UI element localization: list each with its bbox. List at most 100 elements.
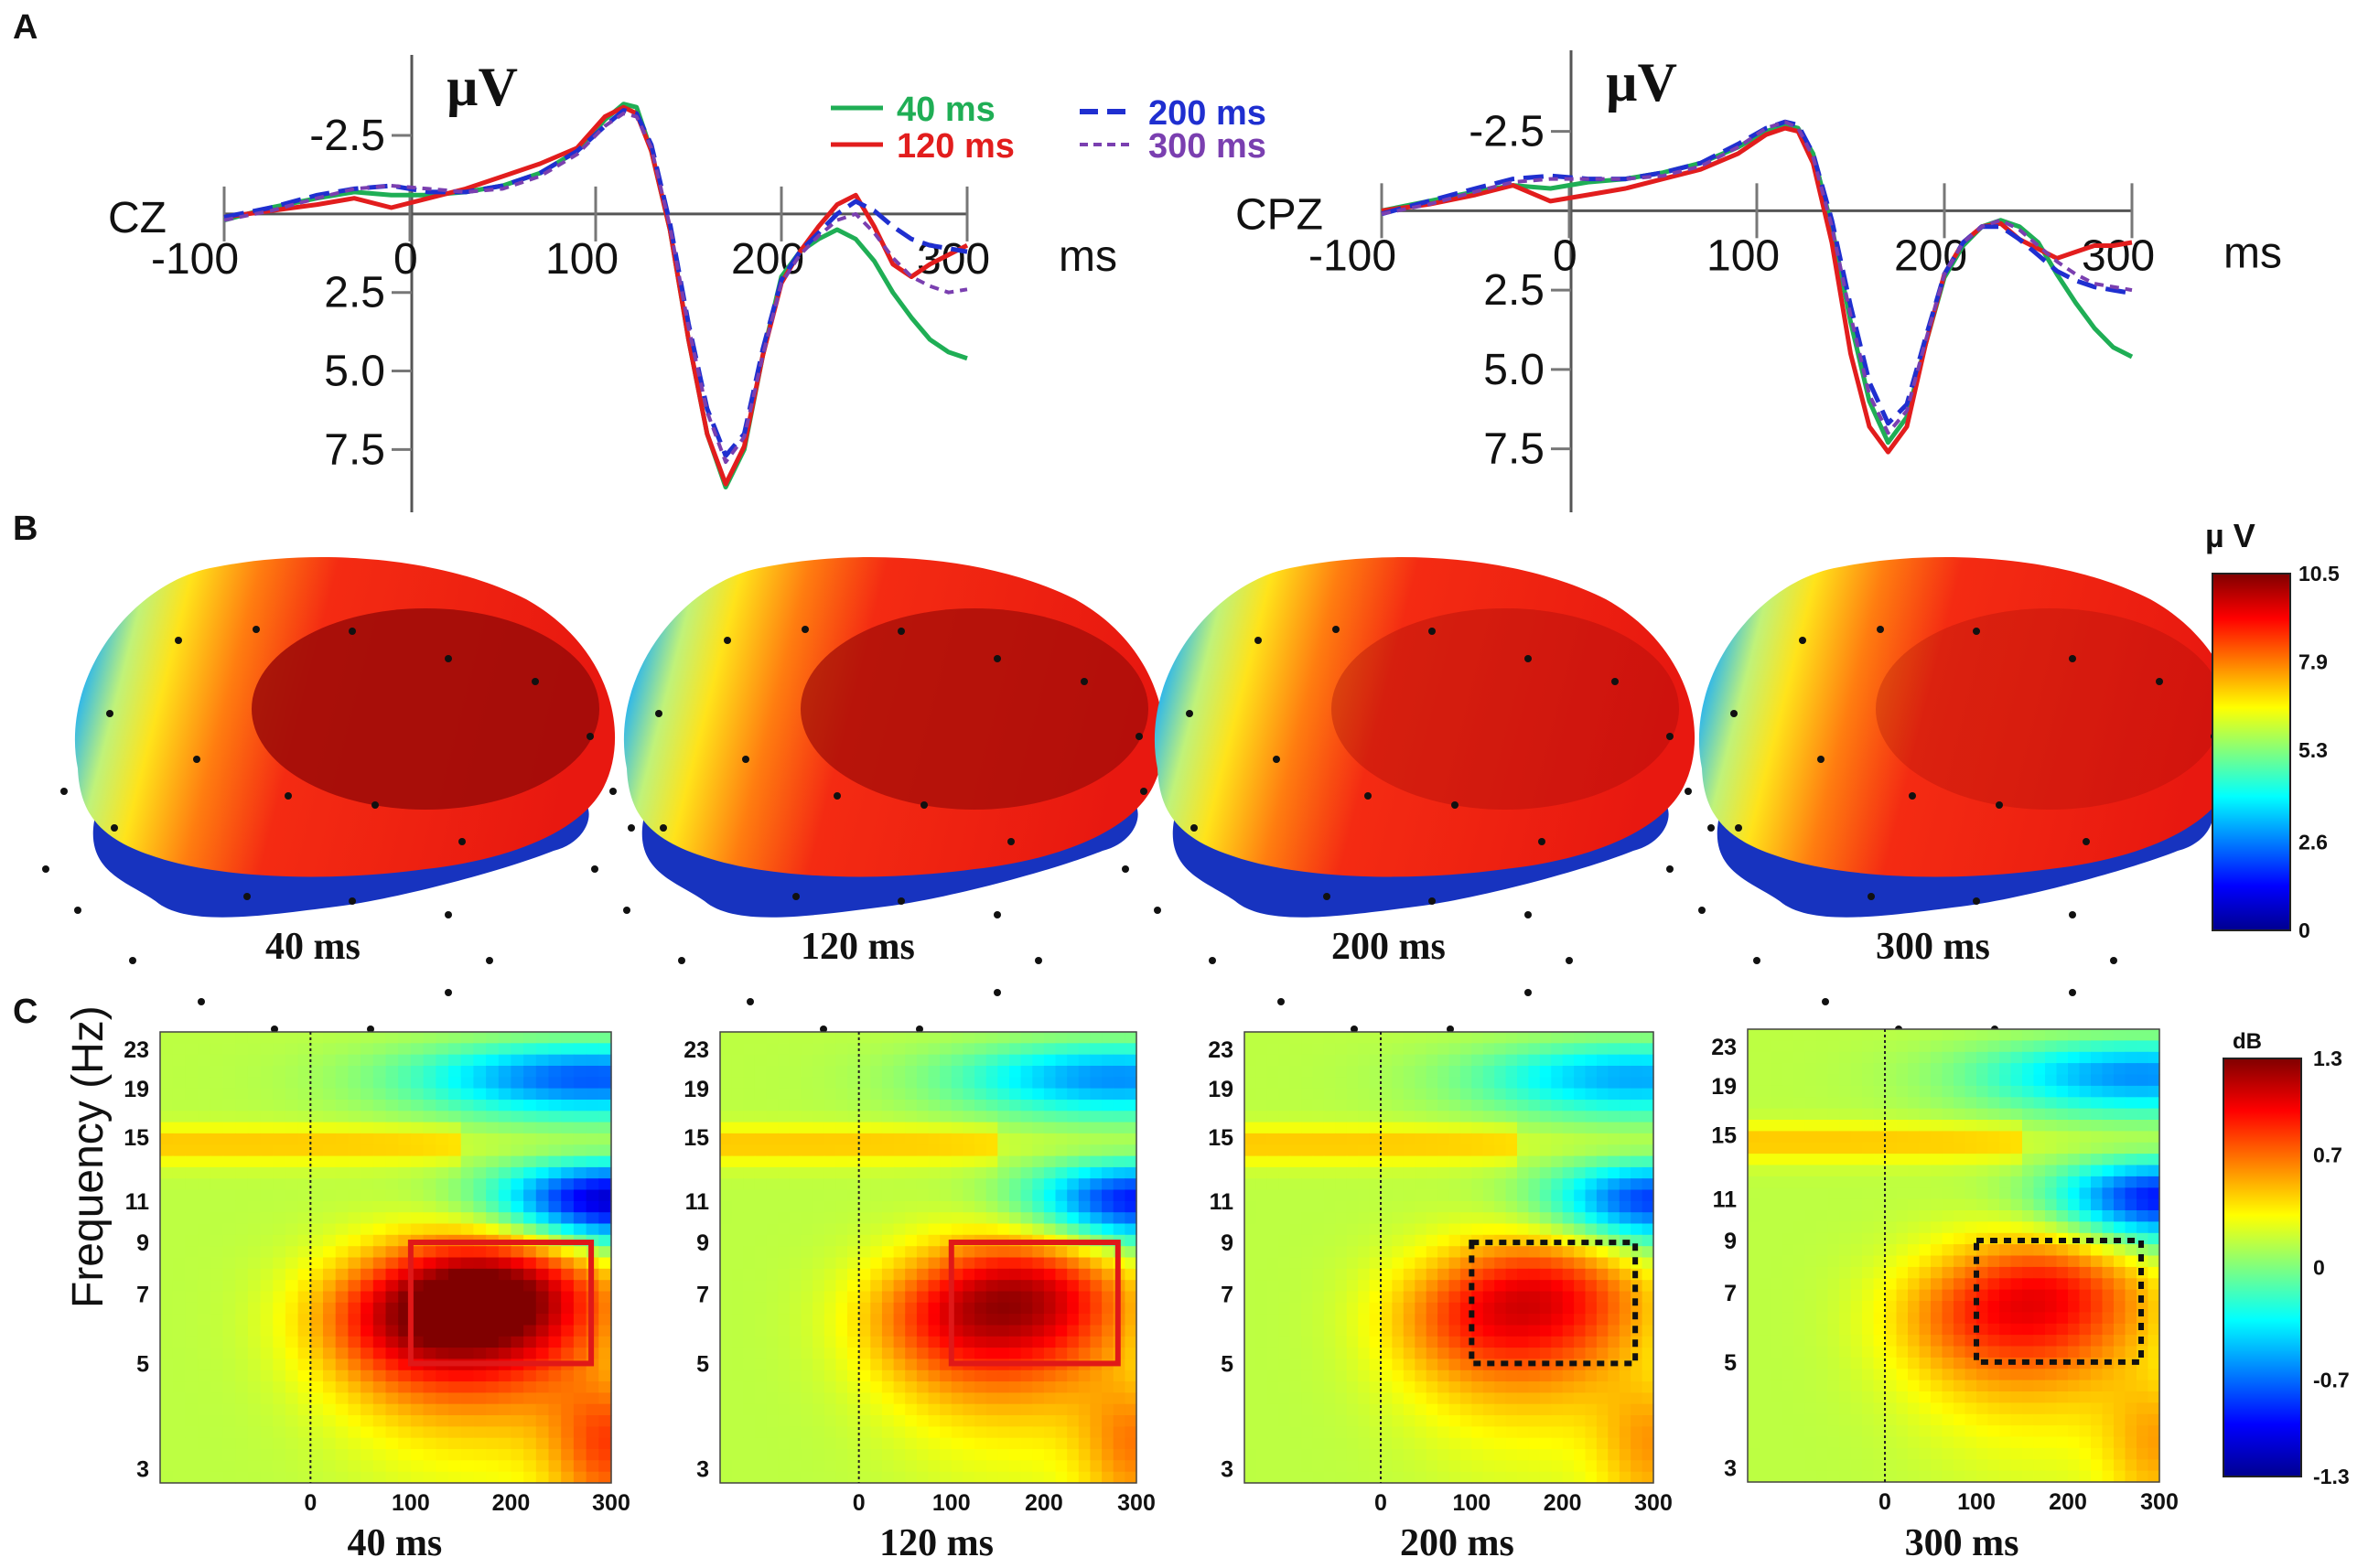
tf-cell (436, 1200, 449, 1213)
tf-cell (160, 1449, 174, 1461)
tf-cell (385, 1246, 399, 1259)
tf-cell (1381, 1426, 1393, 1439)
tf-cell (160, 1471, 174, 1484)
tf-cell (1323, 1325, 1336, 1337)
tf-cell (1346, 1336, 1359, 1348)
tf-cell (598, 1426, 612, 1439)
tf-cell (523, 1403, 537, 1416)
tf-cell (1020, 1189, 1033, 1202)
tf-cell (847, 1133, 860, 1145)
tf-cell (985, 1223, 998, 1236)
tf-cell (905, 1381, 918, 1393)
tf-cell (448, 1054, 462, 1067)
tf-cell (1862, 1074, 1875, 1087)
tf-cell (2010, 1085, 2023, 1098)
tf-cell (1312, 1212, 1325, 1225)
tf-cell (523, 1166, 537, 1179)
tf-cell (2022, 1051, 2035, 1064)
tf-cell (1403, 1155, 1416, 1168)
tf-cell (410, 1291, 425, 1304)
tf-cell (172, 1166, 186, 1179)
tf-cell (985, 1032, 998, 1044)
tf-cell (801, 1268, 813, 1281)
tf-cell (372, 1246, 387, 1259)
tf-y-tick-label: 5 (696, 1351, 709, 1377)
tf-cell (778, 1212, 791, 1225)
tf-cell (743, 1415, 756, 1427)
tf-cell (974, 1166, 987, 1179)
tf-cell (1574, 1088, 1587, 1101)
tf-cell (916, 1369, 930, 1382)
tf-cell (372, 1077, 387, 1090)
tf-cell (1816, 1108, 1829, 1121)
tf-cell (460, 1348, 474, 1359)
tf-cell (1631, 1359, 1643, 1371)
tf-cell (940, 1381, 953, 1393)
tf-cell (1255, 1268, 1268, 1281)
tf-cell (1244, 1111, 1256, 1123)
electrode-marker (994, 989, 1001, 996)
tf-cell (1448, 1111, 1461, 1123)
tf-cell (1346, 1200, 1359, 1213)
tf-cell (813, 1449, 825, 1461)
tf-cell (297, 1460, 311, 1473)
tf-cell (963, 1212, 975, 1225)
tf-cell (1392, 1100, 1405, 1112)
tf-cell (598, 1302, 612, 1315)
tf-cell (1585, 1144, 1598, 1157)
tf-cell (1619, 1403, 1631, 1416)
tf-cell (1448, 1348, 1461, 1359)
tf-cell (498, 1314, 512, 1326)
tf-cell (1113, 1449, 1125, 1461)
tf-cell (1102, 1054, 1114, 1067)
tf-cell (486, 1100, 500, 1112)
tf-cell (348, 1133, 361, 1145)
tf-cell (473, 1302, 487, 1315)
tf-cell (824, 1054, 836, 1067)
tf-cell (916, 1403, 930, 1416)
tf-cell (1505, 1348, 1518, 1359)
tf-cell (1505, 1415, 1518, 1427)
tf-cell (1403, 1437, 1416, 1450)
electrode-marker (2156, 678, 2163, 685)
tf-cell (801, 1166, 813, 1179)
tf-cell (905, 1257, 918, 1270)
tf-cell (1102, 1212, 1114, 1225)
tf-cell (974, 1111, 987, 1123)
tf-cell (498, 1302, 512, 1315)
tf-cell (1885, 1074, 1898, 1087)
tf-cell (535, 1268, 550, 1281)
tf-cell (1608, 1111, 1620, 1123)
tf-cell (1125, 1189, 1137, 1202)
tf-cell (1631, 1133, 1643, 1145)
tf-cell (1381, 1223, 1393, 1236)
tf-cell (398, 1392, 412, 1405)
tf-cell (460, 1268, 474, 1281)
tf-cell (1055, 1178, 1068, 1191)
tf-cell (1020, 1178, 1033, 1191)
tf-cell (1482, 1336, 1495, 1348)
tf-cell (1090, 1043, 1103, 1056)
tf-cell (235, 1234, 249, 1247)
tf-cell (498, 1268, 512, 1281)
tf-cell (348, 1054, 361, 1067)
tf-cell (436, 1043, 449, 1056)
tf-cell (1528, 1223, 1541, 1236)
tf-cell (498, 1200, 512, 1213)
tf-cell (1078, 1088, 1091, 1101)
tf-cell (951, 1077, 963, 1090)
tf-cell (235, 1257, 249, 1270)
tf-cell (1301, 1133, 1314, 1145)
tf-cell (1392, 1155, 1405, 1168)
tf-cell (951, 1280, 963, 1293)
tf-cell (1426, 1381, 1438, 1393)
tf-cell (1850, 1154, 1863, 1166)
tf-cell (548, 1314, 562, 1326)
tf-cell (1255, 1155, 1268, 1168)
tf-cell (247, 1178, 262, 1191)
tf-cell (1619, 1314, 1631, 1326)
tf-cell (1505, 1449, 1518, 1461)
tf-cell (824, 1336, 836, 1348)
tf-cell (1403, 1460, 1416, 1473)
tf-cell (1619, 1200, 1631, 1213)
